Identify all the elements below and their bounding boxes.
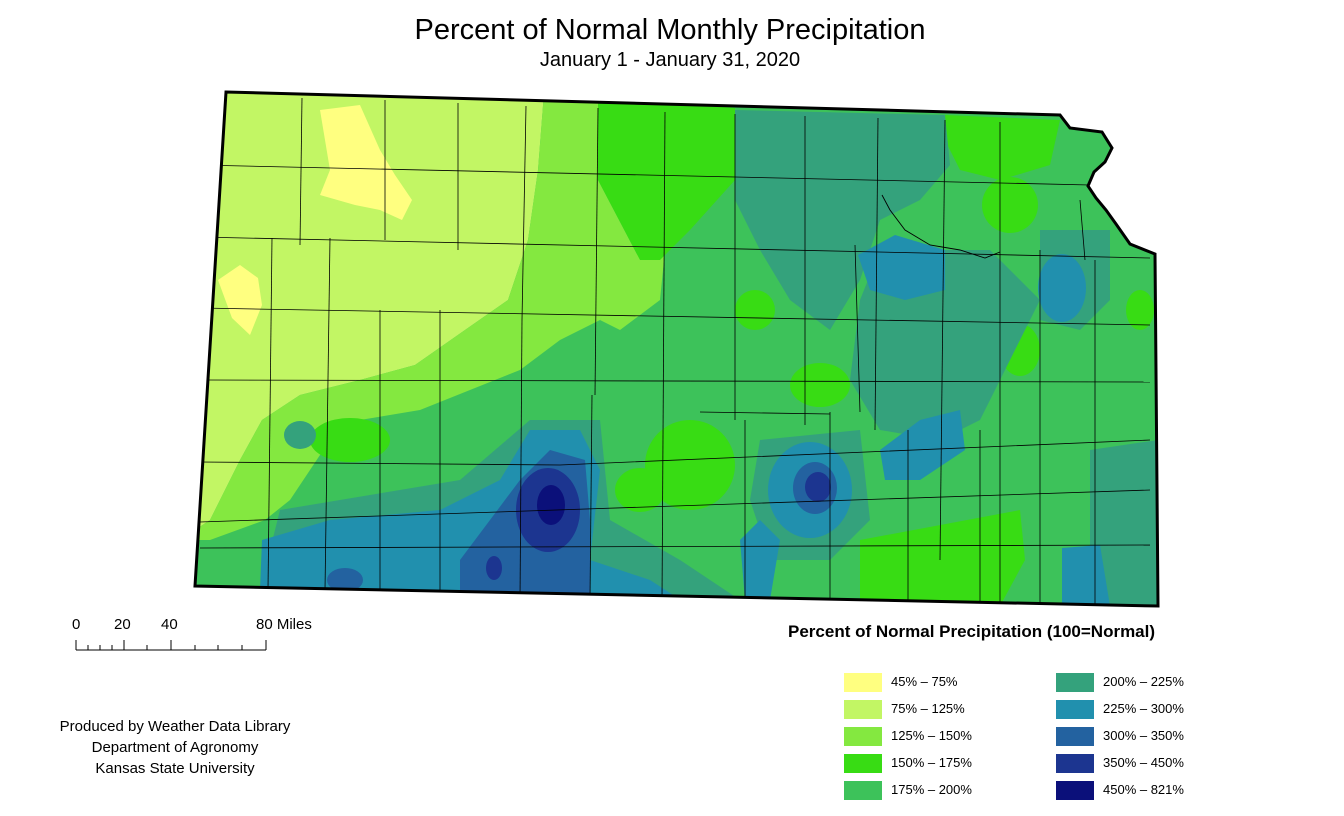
legend-label: 225% – 300% xyxy=(1103,701,1184,716)
legend-swatch xyxy=(1056,754,1094,773)
zone-225-300 xyxy=(880,410,965,480)
legend-swatch xyxy=(844,700,882,719)
zone-45-75 xyxy=(218,265,262,335)
zone-200-225 xyxy=(1090,440,1158,606)
legend-swatch xyxy=(844,673,882,692)
legend-swatch xyxy=(844,727,882,746)
scale-label-40: 40 xyxy=(161,616,178,633)
map-subtitle: January 1 - January 31, 2020 xyxy=(539,49,801,71)
legend-label: 300% – 350% xyxy=(1103,728,1184,743)
legend-swatch xyxy=(1056,673,1094,692)
scale-label-20: 20 xyxy=(114,616,131,633)
zone-350-450 xyxy=(486,556,502,580)
precipitation-zones xyxy=(195,92,1158,606)
legend-label: 125% – 150% xyxy=(891,728,972,743)
legend-swatch xyxy=(1056,727,1094,746)
legend-label: 200% – 225% xyxy=(1103,674,1184,689)
zone-150-175 xyxy=(790,363,850,407)
scale-bar: 0 20 40 80 Miles xyxy=(60,614,360,664)
zone-225-300 xyxy=(858,235,945,300)
zone-450-821 xyxy=(537,485,565,525)
zone-200-225 xyxy=(735,110,950,330)
legend-title: Percent of Normal Precipitation (100=Nor… xyxy=(788,622,1156,641)
zone-150-175 xyxy=(982,177,1038,233)
legend-swatch xyxy=(1056,700,1094,719)
zone-200-225 xyxy=(284,421,316,449)
zone-225-300 xyxy=(740,520,780,600)
legend-swatch xyxy=(844,781,882,800)
legend-swatch xyxy=(844,754,882,773)
legend-label: 175% – 200% xyxy=(891,782,972,797)
credits-line: Kansas State University xyxy=(95,760,255,777)
zone-150-175 xyxy=(945,115,1060,180)
zone-300-350 xyxy=(327,568,363,592)
county-boundaries xyxy=(199,97,1151,606)
legend-label: 150% – 175% xyxy=(891,755,972,770)
legend-label: 75% – 125% xyxy=(891,701,965,716)
zone-150-175 xyxy=(598,95,735,260)
map-title: Percent of Normal Monthly Precipitation xyxy=(414,14,926,46)
credits-line: Produced by Weather Data Library xyxy=(59,718,291,735)
zone-150-175 xyxy=(615,468,665,512)
zone-150-175 xyxy=(310,418,390,462)
zone-150-175 xyxy=(1126,290,1154,330)
kansas-state-outline xyxy=(193,90,1160,608)
scale-label-0: 0 xyxy=(72,616,81,633)
zone-45-75 xyxy=(320,105,412,220)
legend-label: 350% – 450% xyxy=(1103,755,1184,770)
credits-line: Department of Agronomy xyxy=(91,739,259,756)
zone-125-150 xyxy=(600,250,665,330)
zone-225-300 xyxy=(1038,254,1086,322)
scale-label-80: 80 Miles xyxy=(256,616,312,633)
legend-label: 450% – 821% xyxy=(1103,782,1184,797)
legend-swatch xyxy=(1056,781,1094,800)
zone-75-125 xyxy=(195,92,545,540)
zone-225-300 xyxy=(1062,545,1110,606)
scale-ruler xyxy=(75,640,267,651)
zone-150-175 xyxy=(735,290,775,330)
kansas-river-boundary xyxy=(881,194,1001,259)
credits: Produced by Weather Data Library Departm… xyxy=(20,716,330,779)
legend-label: 45% – 75% xyxy=(891,674,958,689)
zone-350-450 xyxy=(805,472,831,502)
zone-150-175 xyxy=(645,420,735,510)
zone-150-175 xyxy=(860,510,1025,606)
